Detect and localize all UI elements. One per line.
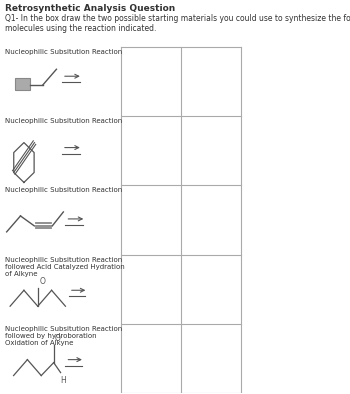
Text: Nucleophilic Subsitution Reaction
followed by hydroboration
Oxidation of Alkyne: Nucleophilic Subsitution Reaction follow… bbox=[5, 326, 122, 346]
Text: O: O bbox=[55, 334, 61, 343]
Text: Retrosynthetic Analysis Question: Retrosynthetic Analysis Question bbox=[5, 4, 175, 13]
Text: H: H bbox=[61, 375, 66, 385]
Text: Nucleophilic Subsitution Reaction: Nucleophilic Subsitution Reaction bbox=[5, 118, 122, 124]
Text: Nucleophilic Subsitution Reaction: Nucleophilic Subsitution Reaction bbox=[5, 187, 122, 193]
Bar bbox=[15, 78, 30, 90]
Text: O: O bbox=[39, 277, 45, 286]
Text: Q1- In the box draw the two possible starting materials you could use to synthes: Q1- In the box draw the two possible sta… bbox=[5, 14, 350, 33]
Text: Nucleophilic Subsitution Reaction: Nucleophilic Subsitution Reaction bbox=[5, 48, 122, 54]
Text: Nucleophilic Subsitution Reaction
followed Acid Catalyzed Hydration
of Alkyne: Nucleophilic Subsitution Reaction follow… bbox=[5, 256, 125, 277]
